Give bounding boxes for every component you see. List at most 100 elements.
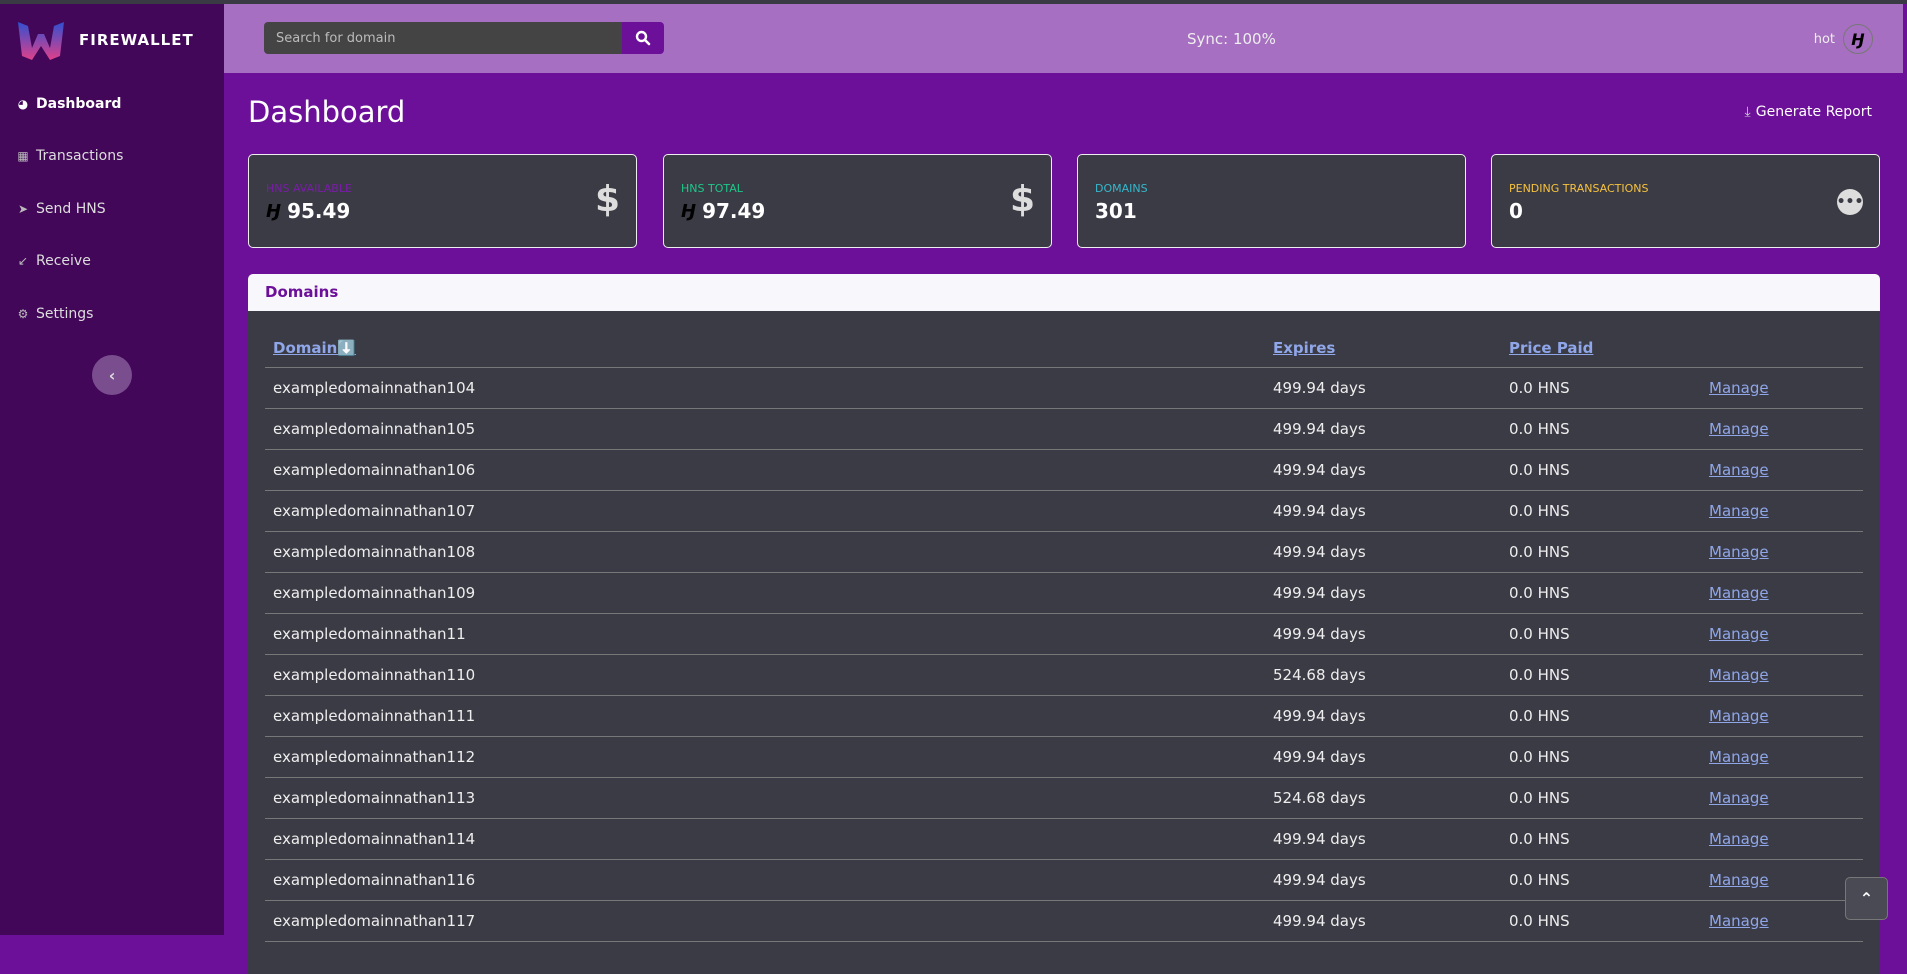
sidebar-item-send-hns[interactable]: ➤ Send HNS: [16, 201, 106, 217]
domain-cell: exampledomainnathan11: [265, 613, 1265, 655]
sidebar-item-transactions[interactable]: ▦ Transactions: [16, 148, 123, 164]
hns-icon: Ӈ: [266, 200, 282, 222]
brand-name: FIREWALLET: [79, 31, 194, 49]
manage-link[interactable]: Manage: [1709, 501, 1769, 520]
expires-cell: 499.94 days: [1265, 490, 1501, 532]
expires-cell: 499.94 days: [1265, 859, 1501, 901]
price-cell: 0.0 HNS: [1501, 818, 1701, 860]
manage-link[interactable]: Manage: [1709, 583, 1769, 602]
expires-cell: 499.94 days: [1265, 613, 1501, 655]
manage-link[interactable]: Manage: [1709, 747, 1769, 766]
domain-cell: exampledomainnathan116: [265, 859, 1265, 901]
manage-cell: Manage: [1701, 490, 1863, 532]
topbar: Sync: 100% hot Ӈ: [224, 4, 1903, 73]
collapse-sidebar-button[interactable]: ‹: [92, 355, 132, 395]
manage-cell: Manage: [1701, 777, 1863, 819]
table-row: exampledomainnathan107 499.94 days 0.0 HNS…: [265, 490, 1863, 532]
card-label: Domains: [1095, 182, 1148, 195]
domains-panel-title: Domains: [248, 274, 1880, 311]
card-pending-transactions: Pending Transactions 0 •••: [1491, 154, 1880, 248]
receive-icon: ↙: [17, 254, 29, 268]
expires-cell: 499.94 days: [1265, 531, 1501, 573]
scroll-to-top-button[interactable]: ⌃: [1845, 877, 1888, 920]
search-button[interactable]: [622, 22, 664, 54]
manage-cell: Manage: [1701, 531, 1863, 573]
manage-link[interactable]: Manage: [1709, 665, 1769, 684]
card-domains: Domains 301: [1077, 154, 1466, 248]
manage-link[interactable]: Manage: [1709, 870, 1769, 889]
window-top-strip: [0, 0, 1907, 4]
table-row: exampledomainnathan110 524.68 days 0.0 HNS…: [265, 654, 1863, 696]
chevron-left-icon: ‹: [108, 365, 116, 385]
table-row: exampledomainnathan112 499.94 days 0.0 HNS…: [265, 736, 1863, 778]
firewallet-logo: [18, 22, 64, 60]
dollar-icon: $: [594, 179, 620, 220]
sidebar-item-receive[interactable]: ↙ Receive: [16, 253, 91, 269]
expires-cell: 499.94 days: [1265, 695, 1501, 737]
domain-cell: exampledomainnathan106: [265, 449, 1265, 491]
sidebar-item-label: Transactions: [36, 148, 124, 164]
download-icon: ⤓: [1744, 104, 1751, 120]
domain-cell: exampledomainnathan105: [265, 408, 1265, 450]
generate-report-label: Generate Report: [1755, 104, 1872, 120]
manage-link[interactable]: Manage: [1709, 542, 1769, 561]
manage-link[interactable]: Manage: [1709, 378, 1769, 397]
sidebar-item-label: Send HNS: [36, 201, 106, 217]
sidebar-item-settings[interactable]: ⚙ Settings: [16, 306, 94, 322]
manage-cell: Manage: [1701, 572, 1863, 614]
table-row: exampledomainnathan109 499.94 days 0.0 HNS…: [265, 572, 1863, 614]
price-cell: 0.0 HNS: [1501, 531, 1701, 573]
expires-cell: 499.94 days: [1265, 572, 1501, 614]
dollar-icon: $: [1009, 179, 1035, 220]
expires-cell: 499.94 days: [1265, 367, 1501, 409]
price-cell: 0.0 HNS: [1501, 859, 1701, 901]
domain-cell: exampledomainnathan108: [265, 531, 1265, 573]
table-row: exampledomainnathan108 499.94 days 0.0 HNS…: [265, 531, 1863, 573]
sort-expires-header[interactable]: Expires: [1273, 339, 1336, 358]
manage-link[interactable]: Manage: [1709, 706, 1769, 725]
card-hns-available: HNS Available Ӈ 95.49 $: [248, 154, 637, 248]
domain-cell: exampledomainnathan104: [265, 367, 1265, 409]
card-label: HNS Available: [266, 182, 352, 195]
manage-link[interactable]: Manage: [1709, 829, 1769, 848]
sidebar-item-label: Settings: [36, 306, 94, 322]
sidebar-item-dashboard[interactable]: ◕ Dashboard: [16, 96, 122, 112]
chevron-up-icon: ⌃: [1859, 889, 1874, 908]
manage-link[interactable]: Manage: [1709, 911, 1769, 930]
sort-price-header[interactable]: Price Paid: [1509, 339, 1594, 358]
hns-icon: Ӈ: [681, 200, 697, 222]
manage-cell: Manage: [1701, 408, 1863, 450]
card-hns-total: HNS Total Ӈ 97.49 $: [663, 154, 1052, 248]
sidebar-item-label: Dashboard: [36, 96, 122, 112]
price-cell: 0.0 HNS: [1501, 490, 1701, 532]
search-input[interactable]: [264, 22, 622, 54]
price-cell: 0.0 HNS: [1501, 613, 1701, 655]
expires-cell: 499.94 days: [1265, 818, 1501, 860]
price-cell: 0.0 HNS: [1501, 777, 1701, 819]
username: hot: [1813, 31, 1835, 47]
manage-link[interactable]: Manage: [1709, 624, 1769, 643]
manage-cell: Manage: [1701, 695, 1863, 737]
table-row: exampledomainnathan11 499.94 days 0.0 HNS M…: [265, 613, 1863, 655]
domain-cell: exampledomainnathan113: [265, 777, 1265, 819]
price-cell: 0.0 HNS: [1501, 449, 1701, 491]
manage-link[interactable]: Manage: [1709, 788, 1769, 807]
table-row: exampledomainnathan104 499.94 days 0.0 HNS…: [265, 367, 1863, 409]
gear-icon: ⚙: [17, 307, 29, 321]
generate-report-button[interactable]: ⤓ Generate Report: [1745, 104, 1872, 120]
user-menu[interactable]: hot Ӈ: [1814, 24, 1873, 54]
price-cell: 0.0 HNS: [1501, 408, 1701, 450]
expires-cell: 499.94 days: [1265, 408, 1501, 450]
table-row: exampledomainnathan111 499.94 days 0.0 HNS…: [265, 695, 1863, 737]
manage-link[interactable]: Manage: [1709, 460, 1769, 479]
expires-cell: 524.68 days: [1265, 777, 1501, 819]
card-value: 301: [1095, 199, 1137, 223]
search-bar: [264, 22, 664, 54]
expires-cell: 524.68 days: [1265, 654, 1501, 696]
manage-cell: Manage: [1701, 613, 1863, 655]
domain-cell: exampledomainnathan112: [265, 736, 1265, 778]
manage-link[interactable]: Manage: [1709, 419, 1769, 438]
sort-domain-header[interactable]: Domain⬇️: [273, 339, 357, 358]
avatar: Ӈ: [1843, 24, 1873, 54]
expires-cell: 499.94 days: [1265, 736, 1501, 778]
